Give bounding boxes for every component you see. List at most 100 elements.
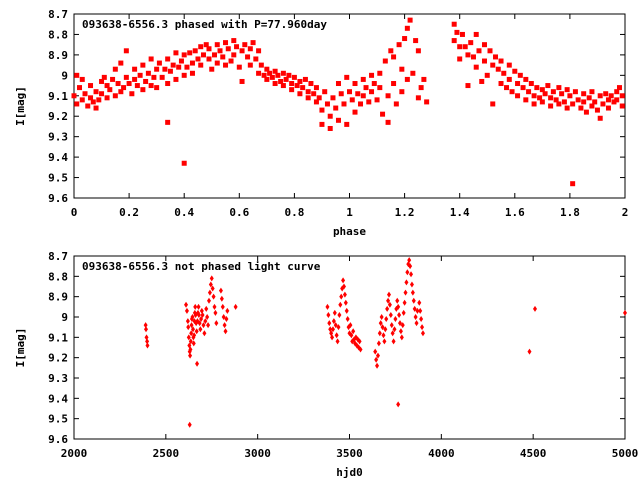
unphased-data-point xyxy=(190,314,195,320)
phased-data-point xyxy=(553,97,559,103)
phased-data-point xyxy=(154,85,160,91)
phased-data-point xyxy=(377,70,383,76)
phased-data-point xyxy=(85,103,91,109)
unphased-data-point xyxy=(349,332,354,339)
phased-data-point xyxy=(206,46,212,52)
phased-data-point xyxy=(170,62,176,68)
phased-data-point xyxy=(468,40,474,46)
unphased-data-point xyxy=(380,324,385,331)
phased-data-point xyxy=(228,58,234,64)
unphased-data-point xyxy=(381,332,386,339)
phased-data-point xyxy=(349,97,355,103)
phased-data-point xyxy=(495,66,501,72)
phased-data-point xyxy=(223,62,229,68)
phased-data-point xyxy=(570,101,576,107)
unphased-data-point xyxy=(379,314,384,320)
phased-data-point xyxy=(506,76,512,82)
phased-data-point xyxy=(236,64,242,70)
unphased-plot-title: 093638-6556.3 not phased light curve xyxy=(82,260,321,273)
unphased-data-point xyxy=(420,324,425,331)
phased-data-point xyxy=(523,76,529,82)
unphased-data-point xyxy=(341,283,346,290)
phased-x-tick-label: 1.6 xyxy=(505,206,525,219)
phased-data-point xyxy=(192,48,198,54)
unphased-data-point xyxy=(402,299,407,306)
phased-data-point xyxy=(371,81,377,87)
phased-data-point xyxy=(396,42,402,48)
phased-data-point xyxy=(93,105,99,111)
phased-data-point xyxy=(305,89,311,95)
phased-data-point xyxy=(603,91,609,97)
phased-data-point xyxy=(181,52,187,58)
phased-data-point xyxy=(275,72,281,78)
phased-x-tick-label: 0.6 xyxy=(229,206,249,219)
phased-data-point xyxy=(388,48,394,54)
phased-data-point xyxy=(415,95,421,101)
phased-data-point xyxy=(79,76,85,82)
phased-data-point xyxy=(176,64,182,70)
phased-data-point xyxy=(380,111,386,117)
phased-data-point xyxy=(280,83,286,89)
phased-data-point xyxy=(360,76,366,82)
unphased-data-point xyxy=(414,320,419,327)
unphased-data-point xyxy=(392,326,397,333)
unphased-data-point xyxy=(397,311,402,318)
phased-data-point xyxy=(99,91,105,97)
phased-data-point xyxy=(498,58,504,64)
phased-x-axis-label: phase xyxy=(333,225,366,238)
unphased-data-point xyxy=(201,322,206,329)
phased-data-point xyxy=(231,52,237,58)
phased-data-point xyxy=(490,101,496,107)
phased-data-point xyxy=(583,109,589,115)
phased-data-point xyxy=(481,42,487,48)
unphased-data-point xyxy=(623,309,627,316)
phased-x-tick-label: 1.4 xyxy=(450,206,470,219)
phased-data-point xyxy=(523,97,529,103)
phased-data-point xyxy=(178,58,184,64)
phased-data-point xyxy=(360,93,366,99)
phased-data-point xyxy=(344,74,350,80)
phased-data-point xyxy=(302,76,308,82)
phased-data-point xyxy=(616,85,622,91)
phased-data-point xyxy=(297,78,303,84)
unphased-data-point xyxy=(415,307,420,314)
phased-data-point xyxy=(289,81,295,87)
phased-data-point xyxy=(234,44,240,50)
unphased-data-point xyxy=(143,322,148,329)
unphased-data-point xyxy=(387,301,392,308)
phased-data-point xyxy=(112,66,118,72)
phased-data-point xyxy=(369,72,375,78)
unphased-data-point xyxy=(339,293,344,300)
unphased-data-point xyxy=(412,305,417,312)
phased-data-point xyxy=(556,101,562,107)
unphased-data-point xyxy=(212,303,217,310)
phased-data-point xyxy=(195,56,201,62)
unphased-data-point xyxy=(209,275,214,282)
unphased-data-point xyxy=(343,299,348,306)
unphased-data-point xyxy=(344,307,349,314)
phased-data-point xyxy=(600,101,606,107)
unphased-data-point xyxy=(213,309,218,316)
phased-data-point xyxy=(316,95,322,101)
phased-data-point xyxy=(413,38,419,44)
phased-data-point xyxy=(404,76,410,82)
unphased-data-point xyxy=(207,289,212,296)
phased-data-point xyxy=(564,105,570,111)
phased-data-point xyxy=(407,17,413,23)
phased-data-point xyxy=(324,101,330,107)
phased-data-point xyxy=(264,76,270,82)
phased-data-point xyxy=(140,87,146,93)
phased-data-point xyxy=(264,66,270,72)
phased-data-point xyxy=(148,56,154,62)
unphased-data-point xyxy=(219,295,224,302)
phased-data-point xyxy=(217,48,223,54)
phased-data-point xyxy=(198,62,204,68)
unphased-y-tick-label: 8.9 xyxy=(48,291,68,304)
phased-data-point xyxy=(509,89,515,95)
unphased-data-point xyxy=(202,330,207,337)
unphased-data-point xyxy=(388,311,393,318)
phased-data-point xyxy=(319,121,325,127)
unphased-data-point xyxy=(336,324,341,331)
unphased-data-point xyxy=(375,362,380,369)
